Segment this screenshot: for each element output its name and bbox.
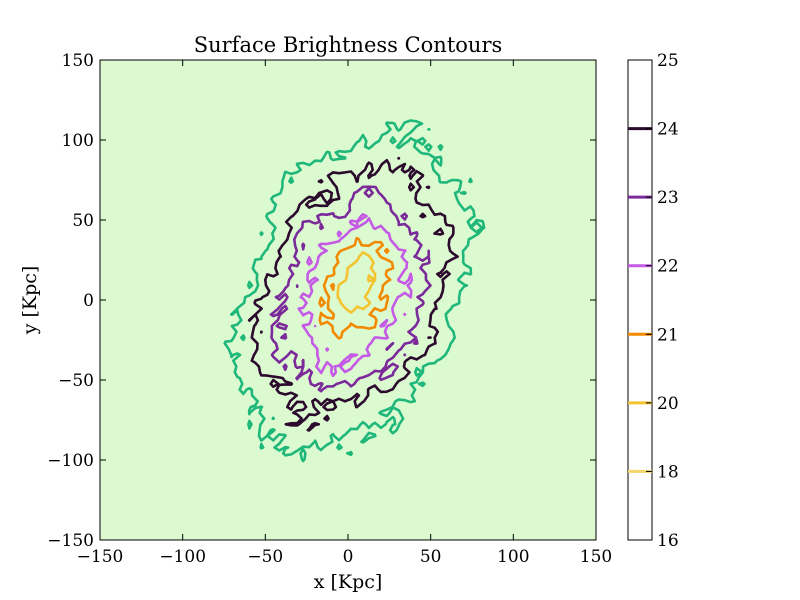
colorbar-tick-label: 18 — [657, 462, 679, 482]
colorbar-tick-label: 25 — [657, 51, 679, 71]
contour-level-24 — [247, 156, 459, 432]
y-axis-ticks: −150 −100 −50 0 50 100 150 — [47, 51, 596, 551]
x-tick-label: 0 — [343, 547, 354, 567]
x-axis-ticks: −150 −100 −50 0 50 100 150 — [77, 60, 612, 567]
y-tick-label: 50 — [72, 211, 94, 231]
y-axis-label: y [Kpc] — [19, 266, 41, 336]
x-tick-label: −100 — [159, 547, 206, 567]
contour-level-23 — [269, 185, 432, 393]
colorbar-tick-label: 22 — [657, 257, 679, 277]
x-tick-label: 150 — [580, 547, 612, 567]
contour-level-21 — [318, 236, 395, 340]
contour-level-20 — [336, 251, 377, 314]
colorbar-tick-label: 21 — [657, 325, 679, 345]
y-tick-label: −150 — [47, 531, 94, 551]
contour-level-25 — [223, 119, 486, 463]
colorbar: 16 18 20 21 22 23 24 25 — [627, 51, 679, 551]
y-tick-label: −50 — [58, 371, 94, 391]
chart-title: Surface Brightness Contours — [194, 33, 503, 57]
x-tick-label: −150 — [77, 547, 124, 567]
colorbar-tick-label: 23 — [657, 188, 679, 208]
plot-area — [100, 60, 596, 540]
x-tick-label: −50 — [247, 547, 283, 567]
contour-level-22 — [297, 213, 414, 378]
colorbar-tick-label: 20 — [657, 394, 679, 414]
y-tick-label: −100 — [47, 451, 94, 471]
colorbar-frame — [627, 59, 653, 541]
y-tick-label: 100 — [62, 131, 94, 151]
x-tick-label: 100 — [497, 547, 529, 567]
contour-lines — [223, 119, 486, 463]
x-tick-label: 50 — [420, 547, 442, 567]
x-axis-label: x [Kpc] — [314, 571, 383, 593]
colorbar-tick-label: 24 — [657, 120, 679, 140]
y-tick-label: 150 — [62, 51, 94, 71]
colorbar-tick-label: 16 — [657, 531, 679, 551]
y-tick-label: 0 — [83, 291, 94, 311]
